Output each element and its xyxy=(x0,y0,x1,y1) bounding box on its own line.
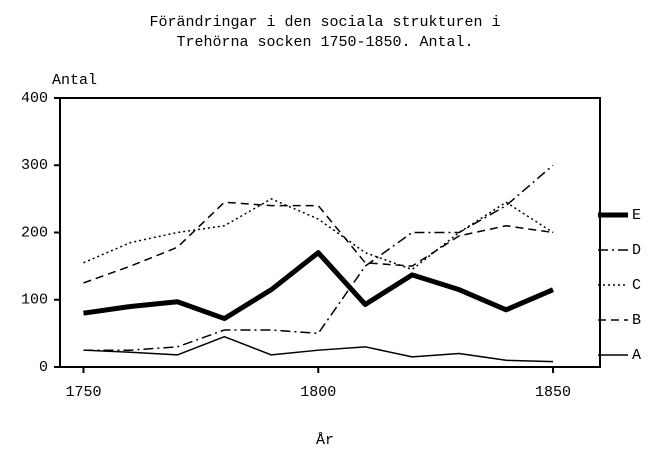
legend-label: C xyxy=(632,277,641,294)
series-line xyxy=(83,201,554,284)
x-tick-label: 1850 xyxy=(535,384,571,401)
y-axis-label: Antal xyxy=(52,72,97,89)
y-tick-label: 100 xyxy=(21,292,48,309)
x-tick-label: 1800 xyxy=(300,384,336,401)
x-tick-label: 1750 xyxy=(65,384,101,401)
chart-title: Trehörna socken 1750-1850. Antal. xyxy=(176,34,473,51)
legend-label: B xyxy=(632,312,641,329)
series-line xyxy=(83,198,554,271)
legend-label: D xyxy=(632,242,641,259)
series-line xyxy=(83,164,554,351)
legend-label: E xyxy=(632,207,641,224)
legend-label: A xyxy=(632,347,641,364)
x-axis-label: År xyxy=(316,432,334,449)
chart-title: Förändringar i den sociala strukturen i xyxy=(149,14,500,31)
plot-frame xyxy=(59,97,601,368)
y-tick-label: 0 xyxy=(39,359,48,376)
series-line xyxy=(83,335,554,363)
y-tick-label: 400 xyxy=(21,90,48,107)
y-tick-label: 200 xyxy=(21,224,48,241)
y-tick-label: 300 xyxy=(21,157,48,174)
series-line xyxy=(83,250,555,322)
